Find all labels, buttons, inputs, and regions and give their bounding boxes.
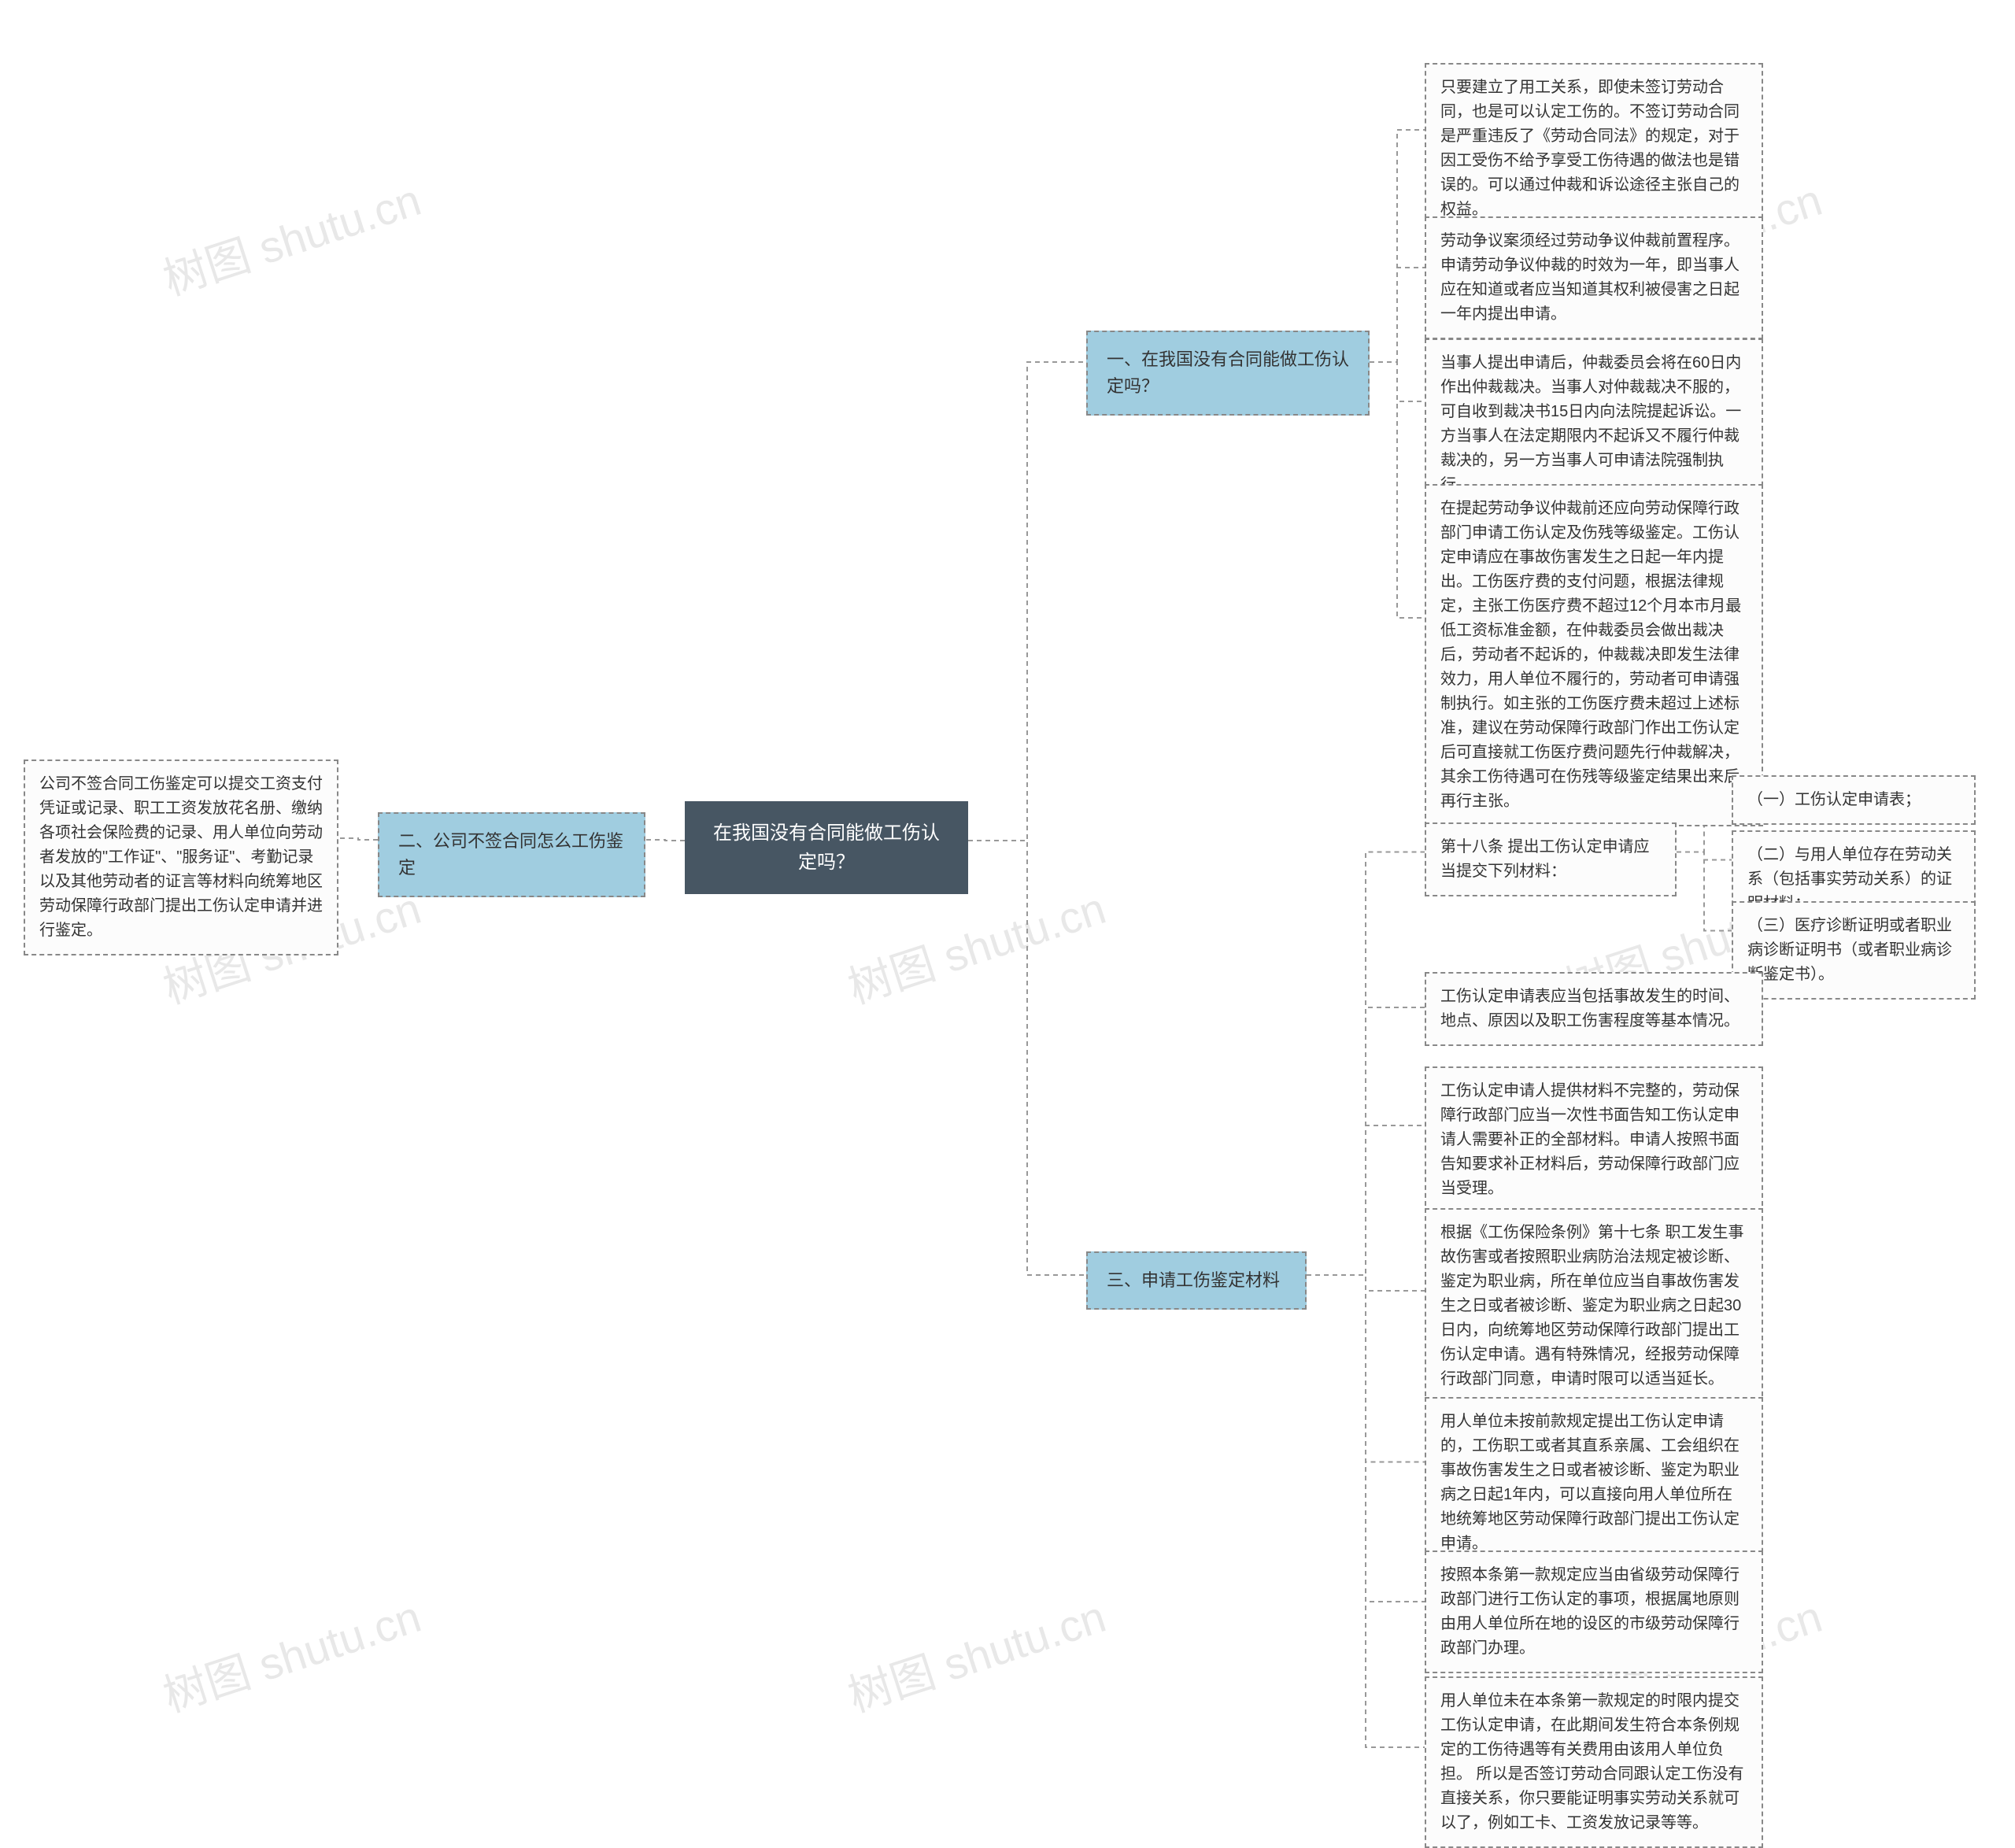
leaf-node: 工伤认定申请表应当包括事故发生的时间、地点、原因以及职工伤害程度等基本情况。 — [1425, 972, 1763, 1046]
connector — [1307, 1275, 1425, 1291]
connector — [338, 838, 378, 840]
watermark: 树图 shutu.cn — [839, 1582, 1113, 1725]
section-node: 一、在我国没有合同能做工伤认定吗？ — [1086, 331, 1370, 416]
leaf-node: 工伤认定申请人提供材料不完整的，劳动保障行政部门应当一次性书面告知工伤认定申请人… — [1425, 1066, 1763, 1214]
connector — [1370, 362, 1425, 401]
leaf-node: 用人单位未在本条第一款规定的时限内提交工伤认定申请，在此期间发生符合本条例规定的… — [1425, 1676, 1763, 1848]
leaf-node: 在提起劳动争议仲裁前还应向劳动保障行政部门申请工伤认定及伤残等级鉴定。工伤认定申… — [1425, 484, 1763, 826]
connector — [1677, 852, 1732, 860]
leaf-node: 只要建立了用工关系，即使未签订劳动合同，也是可以认定工伤的。不签订劳动合同是严重… — [1425, 63, 1763, 235]
watermark: 树图 shutu.cn — [154, 1582, 428, 1725]
root-node: 在我国没有合同能做工伤认定吗？ — [685, 801, 968, 894]
leaf-node: （三）医疗诊断证明或者职业病诊断证明书（或者职业病诊断鉴定书）。 — [1732, 901, 1976, 1000]
connector — [1307, 1125, 1425, 1275]
section-node: 三、申请工伤鉴定材料 — [1086, 1251, 1307, 1310]
leaf-node: 用人单位未按前款规定提出工伤认定申请的，工伤职工或者其直系亲属、工会组织在事故伤… — [1425, 1397, 1763, 1569]
connector — [1307, 1275, 1425, 1462]
connector — [1307, 1275, 1425, 1747]
connector — [1307, 1007, 1425, 1275]
connector — [1307, 852, 1425, 1276]
connector — [968, 362, 1086, 841]
connector — [1307, 1275, 1425, 1602]
section-node: 二、公司不签合同怎么工伤鉴定 — [378, 812, 645, 897]
connector — [1370, 362, 1425, 618]
connector — [645, 840, 685, 841]
connector — [1370, 130, 1425, 362]
leaf-node: 根据《工伤保险条例》第十七条 职工发生事故伤害或者按照职业病防治法规定被诊断、鉴… — [1425, 1208, 1763, 1404]
connector — [1370, 268, 1425, 362]
leaf-node: 第十八条 提出工伤认定申请应当提交下列材料： — [1425, 822, 1677, 896]
leaf-node: 劳动争议案须经过劳动争议仲裁前置程序。申请劳动争议仲裁的时效为一年，即当事人应在… — [1425, 216, 1763, 339]
leaf-node: 公司不签合同工伤鉴定可以提交工资支付凭证或记录、职工工资发放花名册、缴纳各项社会… — [24, 760, 338, 955]
leaf-node: （一）工伤认定申请表； — [1732, 775, 1976, 825]
connector — [968, 841, 1086, 1275]
watermark: 树图 shutu.cn — [839, 874, 1113, 1017]
connector — [1677, 852, 1732, 931]
leaf-node: 按照本条第一款规定应当由省级劳动保障行政部门进行工伤认定的事项，根据属地原则由用… — [1425, 1550, 1763, 1673]
watermark: 树图 shutu.cn — [154, 165, 428, 309]
